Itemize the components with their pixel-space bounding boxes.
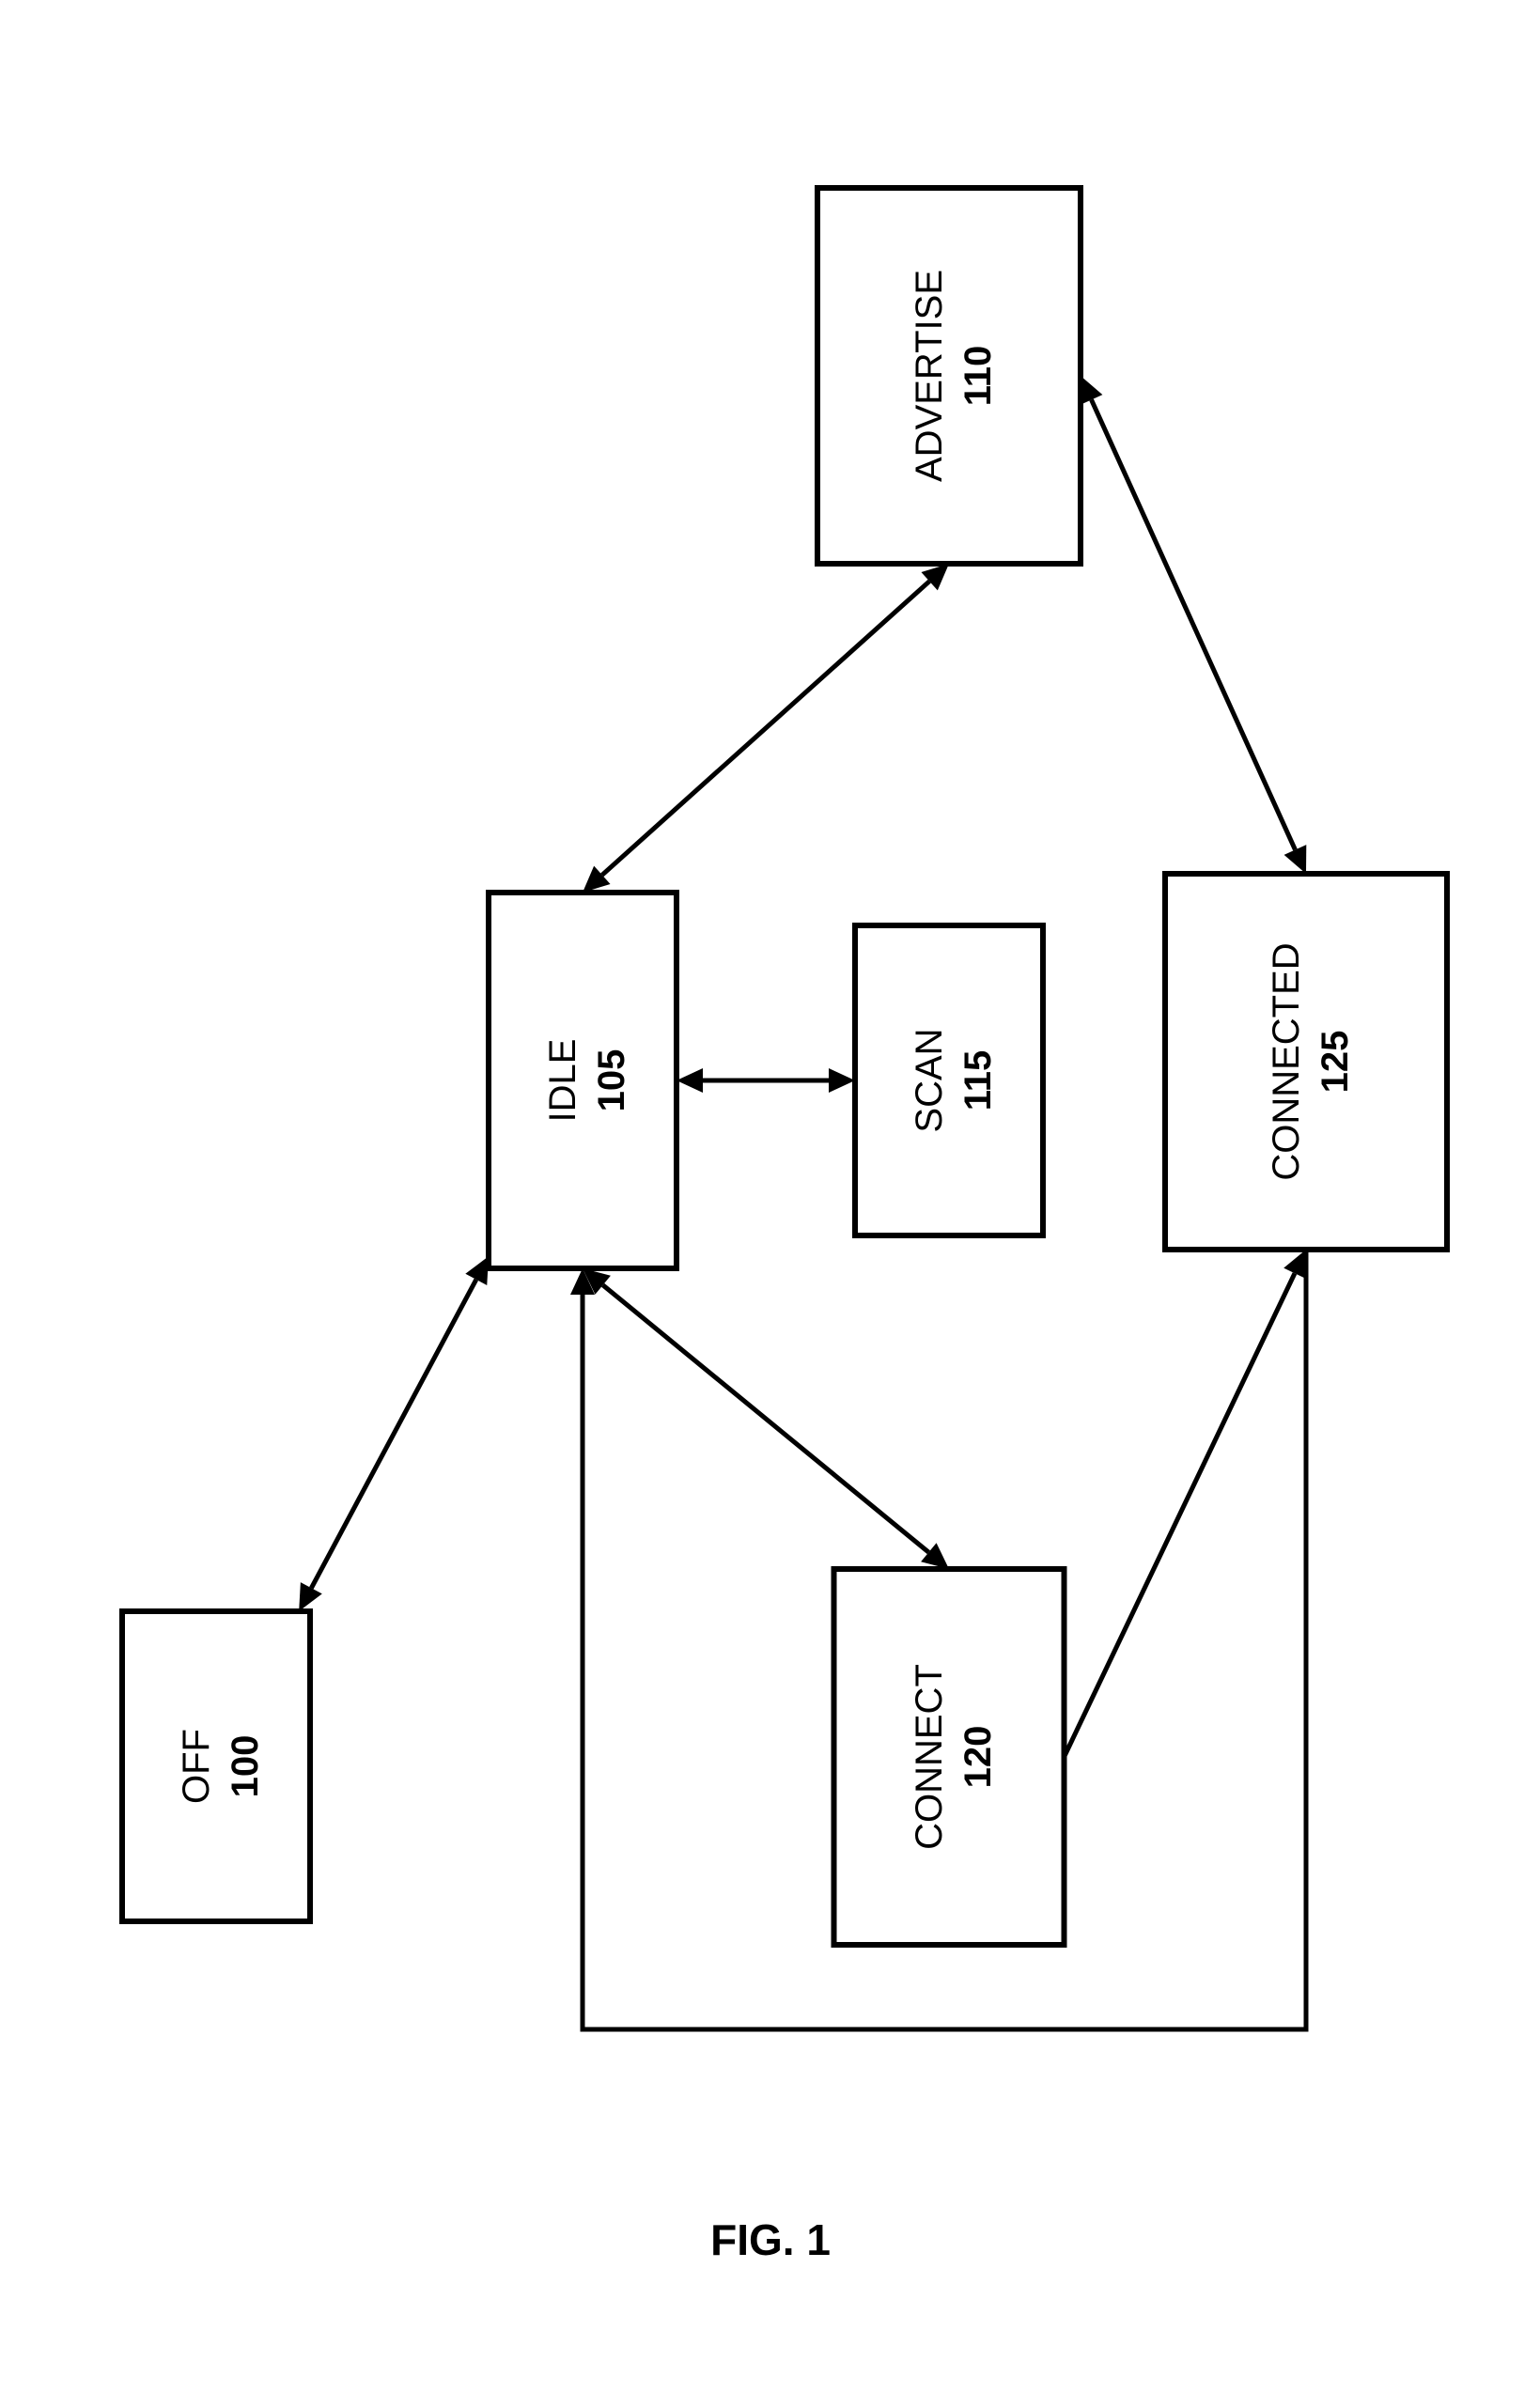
node-idle-label: IDLE	[542, 1039, 583, 1123]
node-advertise-label: ADVERTISE	[909, 270, 950, 482]
node-off-label: OFF	[176, 1729, 217, 1804]
node-connected-num: 125	[1314, 1031, 1356, 1094]
node-connect-num: 120	[957, 1726, 999, 1789]
node-connected-label: CONNECTED	[1266, 942, 1307, 1180]
figure-caption: FIG. 1	[710, 2215, 831, 2264]
node-off-num: 100	[225, 1735, 266, 1798]
node-idle-num: 105	[591, 1049, 632, 1112]
node-scan-label: SCAN	[909, 1028, 950, 1132]
node-advertise-num: 110	[957, 346, 999, 407]
node-scan-num: 115	[957, 1050, 999, 1111]
node-connect-label: CONNECT	[909, 1664, 950, 1850]
